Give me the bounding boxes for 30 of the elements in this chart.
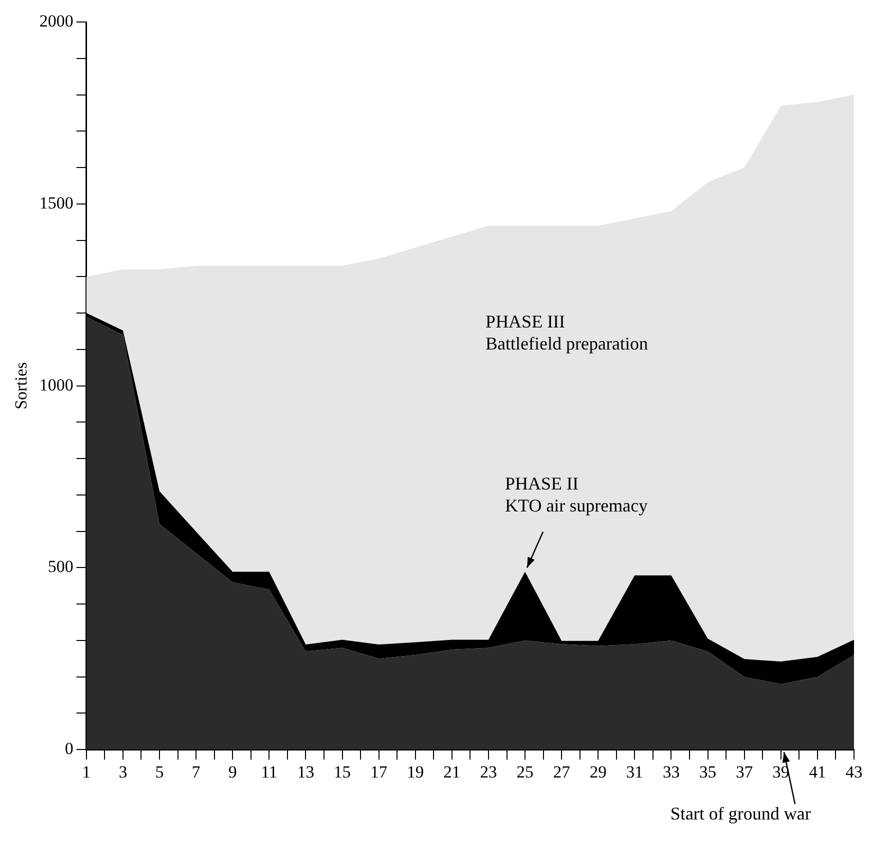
x-tick-label: 37 [736, 762, 754, 782]
x-tick-label: 5 [155, 762, 164, 782]
y-tick-label: 1500 [39, 193, 74, 212]
y-tick-label: 1000 [39, 375, 74, 394]
x-tick-label: 3 [118, 762, 128, 782]
x-tick-label: 9 [228, 762, 237, 782]
annotation: Start of ground war [670, 804, 811, 824]
x-tick-label: 29 [590, 762, 607, 782]
annotation: PHASE II KTO air supremacy [505, 474, 648, 516]
x-tick-label: 25 [516, 762, 534, 782]
x-tick-label: 33 [662, 762, 680, 782]
x-tick-label: 27 [553, 762, 571, 782]
x-tick-label: 31 [626, 762, 644, 782]
x-tick-label: 35 [699, 762, 716, 782]
y-axis-title: Sorties [12, 362, 31, 410]
x-tick-label: 41 [808, 762, 826, 782]
x-tick-label: 19 [406, 762, 424, 782]
x-tick-label: 15 [334, 762, 351, 782]
x-tick-label: 13 [297, 762, 314, 782]
x-tick-label: 17 [370, 762, 388, 782]
annotation: PHASE III Battlefield preparation [486, 312, 648, 354]
x-tick-label: 11 [260, 762, 278, 782]
y-tick-label: 500 [48, 557, 74, 576]
x-tick-label: 7 [192, 762, 201, 782]
x-tick-label: 1 [82, 762, 91, 782]
x-tick-label: 43 [846, 762, 862, 782]
x-tick-label: 21 [443, 762, 460, 782]
y-tick-label: 2000 [39, 11, 74, 30]
y-tick-label: 0 [64, 739, 74, 758]
x-tick-label: 23 [480, 762, 497, 782]
